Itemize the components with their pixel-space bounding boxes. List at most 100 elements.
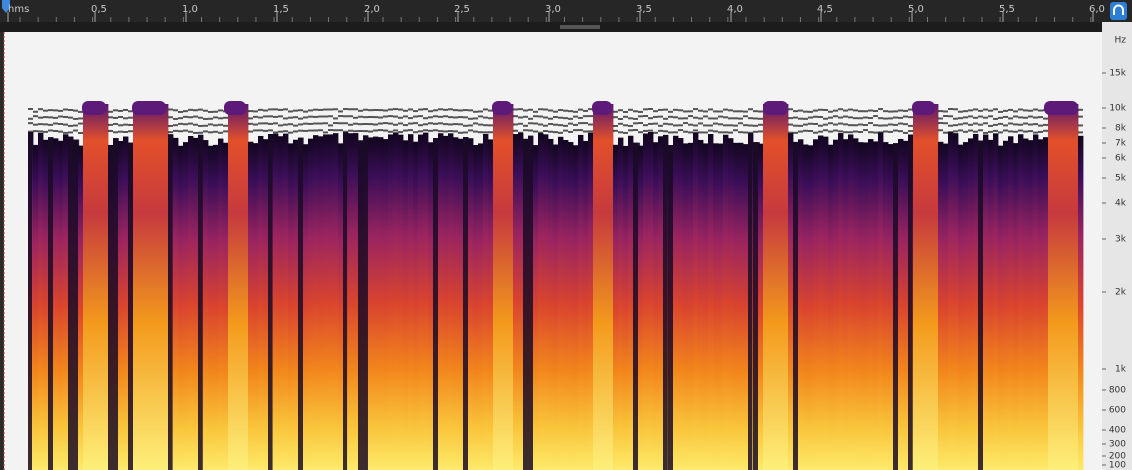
noise-band xyxy=(43,110,48,112)
spectrum-column xyxy=(1078,136,1083,470)
noise-band xyxy=(298,130,303,132)
noise-band xyxy=(118,124,123,126)
noise-band xyxy=(978,129,983,131)
noise-band xyxy=(803,130,808,132)
noise-band xyxy=(253,116,258,118)
noise-band xyxy=(553,131,558,133)
spectrum-column xyxy=(148,104,153,470)
noise-band xyxy=(858,124,863,126)
noise-band xyxy=(38,108,43,110)
spectrum-column xyxy=(338,143,343,470)
spectrum-column xyxy=(778,104,783,470)
noise-band xyxy=(333,122,338,124)
spectrum-column xyxy=(248,142,253,470)
spectrum-column xyxy=(288,143,293,470)
noise-band xyxy=(188,116,193,118)
noise-band xyxy=(803,111,808,113)
noise-band xyxy=(318,129,323,131)
spectrum-column xyxy=(693,132,698,470)
noise-band xyxy=(38,123,43,125)
spectrum-column xyxy=(373,137,378,470)
noise-band xyxy=(588,115,593,117)
spectrum-column xyxy=(938,142,943,470)
noise-band xyxy=(323,109,328,111)
noise-band xyxy=(298,118,303,120)
noise-band xyxy=(558,132,563,134)
noise-band xyxy=(408,117,413,119)
spectrum-column xyxy=(33,145,38,470)
noise-band xyxy=(463,109,468,111)
spectrum-column xyxy=(563,140,568,470)
noise-band xyxy=(223,125,228,127)
noise-band xyxy=(903,116,908,118)
peak-cap xyxy=(912,101,935,115)
noise-band xyxy=(663,109,668,111)
page: hms0,51,01,52,02,53,03,54,04,55,05,56,0H… xyxy=(0,0,1132,470)
spectrum-column xyxy=(808,145,813,470)
noise-band xyxy=(1013,115,1018,117)
spectrum-column xyxy=(933,104,938,470)
noise-band xyxy=(653,110,658,112)
noise-band xyxy=(43,123,48,125)
frequency-label: 7k xyxy=(1115,139,1127,149)
noise-band xyxy=(353,108,358,110)
noise-band xyxy=(218,124,223,126)
noise-band xyxy=(528,109,533,111)
noise-band xyxy=(203,118,208,120)
noise-band xyxy=(738,122,743,124)
noise-band xyxy=(373,124,378,126)
noise-band xyxy=(998,117,1003,119)
spectrum-column xyxy=(218,139,223,470)
noise-band xyxy=(558,117,563,119)
noise-band xyxy=(618,109,623,111)
noise-band xyxy=(393,108,398,110)
noise-band xyxy=(423,129,428,131)
noise-band xyxy=(298,109,303,111)
noise-band xyxy=(638,111,643,113)
noise-band xyxy=(268,129,273,131)
noise-band xyxy=(258,117,263,119)
scroll-bar[interactable] xyxy=(0,22,1102,32)
spectrum-column xyxy=(258,136,263,470)
noise-band xyxy=(753,125,758,127)
noise-band xyxy=(568,123,573,125)
noise-band xyxy=(53,130,58,132)
spectrum-column xyxy=(118,141,123,470)
noise-band xyxy=(1008,130,1013,132)
noise-band xyxy=(513,123,518,125)
spectrum-column xyxy=(983,135,988,470)
noise-band xyxy=(368,109,373,111)
spectrum-column xyxy=(153,104,158,470)
spectrum-column xyxy=(593,104,598,470)
noise-band xyxy=(793,132,798,134)
noise-band xyxy=(173,118,178,120)
noise-band xyxy=(993,124,998,126)
spectrum-column xyxy=(638,146,643,470)
noise-band xyxy=(808,130,813,132)
noise-band xyxy=(718,110,723,112)
noise-band xyxy=(523,125,528,127)
noise-band xyxy=(1038,116,1043,118)
noise-band xyxy=(633,122,638,124)
noise-band xyxy=(623,111,628,113)
spectrum-column xyxy=(453,137,458,470)
spectrum-column xyxy=(1068,104,1073,470)
noise-band xyxy=(378,129,383,131)
time-label: 3,5 xyxy=(636,4,652,15)
noise-band xyxy=(678,117,683,119)
noise-band xyxy=(818,131,823,133)
noise-band xyxy=(128,117,133,119)
noise-band xyxy=(613,125,618,127)
spectrum-column xyxy=(378,137,383,470)
noise-band xyxy=(438,130,443,132)
noise-band xyxy=(573,116,578,118)
scroll-thumb[interactable] xyxy=(560,25,600,29)
noise-band xyxy=(253,110,258,112)
noise-band xyxy=(333,129,338,131)
noise-band xyxy=(563,130,568,132)
spectrum-column xyxy=(553,145,558,470)
noise-band xyxy=(73,110,78,112)
noise-band xyxy=(173,130,178,132)
noise-band xyxy=(433,109,438,111)
noise-band xyxy=(453,109,458,111)
